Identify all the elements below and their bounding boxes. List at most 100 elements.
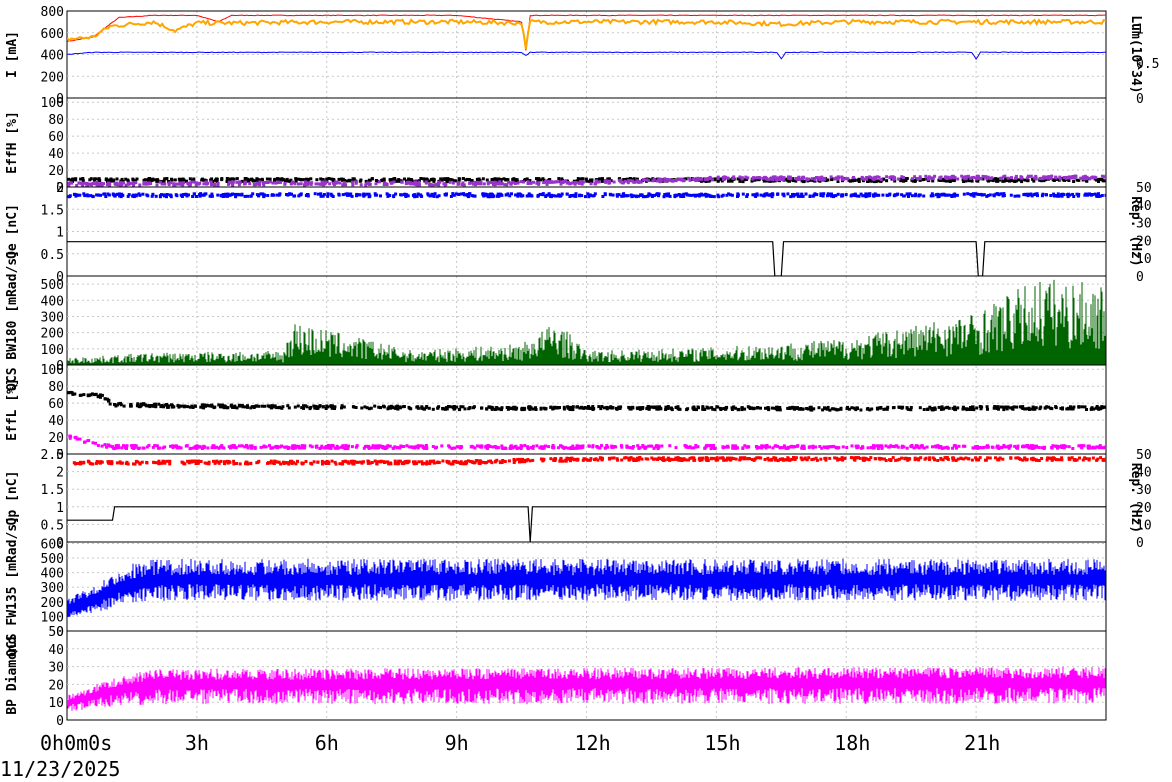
data-point — [314, 182, 318, 186]
data-point — [167, 181, 171, 185]
data-point — [715, 405, 719, 409]
data-point — [324, 180, 328, 184]
data-point — [1094, 176, 1098, 180]
data-point — [744, 175, 748, 179]
data-point — [653, 193, 657, 197]
data-point — [500, 182, 504, 186]
data-point — [559, 182, 563, 186]
data-point — [99, 395, 102, 399]
data-point — [708, 194, 712, 198]
y-tick-label: 200 — [41, 327, 64, 342]
data-point — [124, 183, 128, 187]
data-point — [329, 192, 333, 196]
data-point — [400, 180, 404, 184]
data-point — [829, 192, 833, 196]
data-point — [480, 406, 484, 410]
data-point — [67, 183, 71, 187]
data-point — [836, 458, 840, 462]
data-point — [550, 180, 554, 184]
data-point — [481, 177, 485, 181]
data-point — [386, 194, 390, 198]
data-point — [752, 406, 756, 410]
data-point — [989, 178, 993, 182]
data-point — [335, 444, 339, 448]
data-point — [158, 195, 162, 199]
data-point — [888, 176, 892, 180]
data-point — [1098, 406, 1102, 410]
data-point — [1062, 446, 1066, 450]
data-point — [607, 177, 611, 181]
data-point — [952, 179, 956, 183]
data-point — [558, 194, 562, 198]
data-point — [776, 444, 780, 448]
data-point — [906, 458, 910, 462]
data-point — [940, 446, 944, 450]
data-point — [460, 183, 464, 187]
data-point — [1018, 405, 1022, 409]
data-point — [1056, 192, 1060, 196]
data-point — [367, 192, 371, 196]
data-point — [532, 180, 535, 184]
data-point — [271, 181, 275, 185]
data-point — [928, 405, 932, 409]
data-point — [988, 177, 992, 180]
data-point — [781, 446, 784, 450]
data-point — [520, 408, 524, 412]
data-point — [213, 178, 217, 182]
data-point — [730, 456, 734, 460]
data-point — [1025, 407, 1029, 411]
data-point — [912, 446, 916, 450]
data-point — [686, 407, 690, 411]
data-point — [250, 445, 254, 449]
data-point — [126, 194, 130, 198]
data-point — [194, 444, 198, 448]
data-point — [249, 178, 253, 182]
data-point — [836, 177, 840, 181]
data-point — [490, 178, 494, 181]
data-point — [647, 407, 651, 411]
data-point — [1022, 193, 1026, 197]
data-point — [900, 444, 904, 448]
data-point — [108, 182, 111, 186]
data-point — [979, 446, 983, 450]
y-tick-label: 2.5 — [41, 448, 64, 463]
data-point — [199, 405, 203, 409]
data-point — [603, 193, 607, 197]
data-point — [713, 178, 716, 182]
data-point — [273, 178, 277, 182]
data-point — [1001, 194, 1005, 198]
data-point — [210, 446, 214, 450]
data-point — [1084, 457, 1088, 461]
data-point — [805, 177, 809, 181]
data-point — [789, 195, 793, 199]
data-point — [305, 193, 309, 197]
data-point — [800, 444, 804, 448]
data-point — [162, 460, 166, 463]
data-point — [761, 176, 765, 180]
data-point — [1058, 175, 1062, 179]
data-point — [119, 183, 123, 187]
data-point — [762, 179, 766, 183]
data-point — [162, 179, 166, 183]
data-point — [456, 445, 460, 449]
data-point — [398, 179, 402, 183]
data-point — [605, 444, 609, 447]
data-point — [819, 192, 823, 196]
data-point — [641, 444, 645, 447]
data-point — [974, 177, 978, 181]
data-point — [782, 176, 786, 180]
data-point — [619, 405, 623, 409]
data-point — [671, 458, 675, 462]
series-0-2 — [67, 51, 1106, 61]
data-point — [506, 192, 510, 196]
data-point — [1067, 179, 1071, 182]
data-point — [515, 446, 519, 450]
data-point — [547, 192, 551, 196]
data-point — [202, 182, 206, 186]
data-point — [485, 446, 489, 450]
data-point — [703, 446, 707, 450]
data-point — [1013, 444, 1017, 448]
data-point — [809, 405, 813, 409]
data-point — [250, 405, 254, 409]
data-point — [96, 395, 100, 399]
